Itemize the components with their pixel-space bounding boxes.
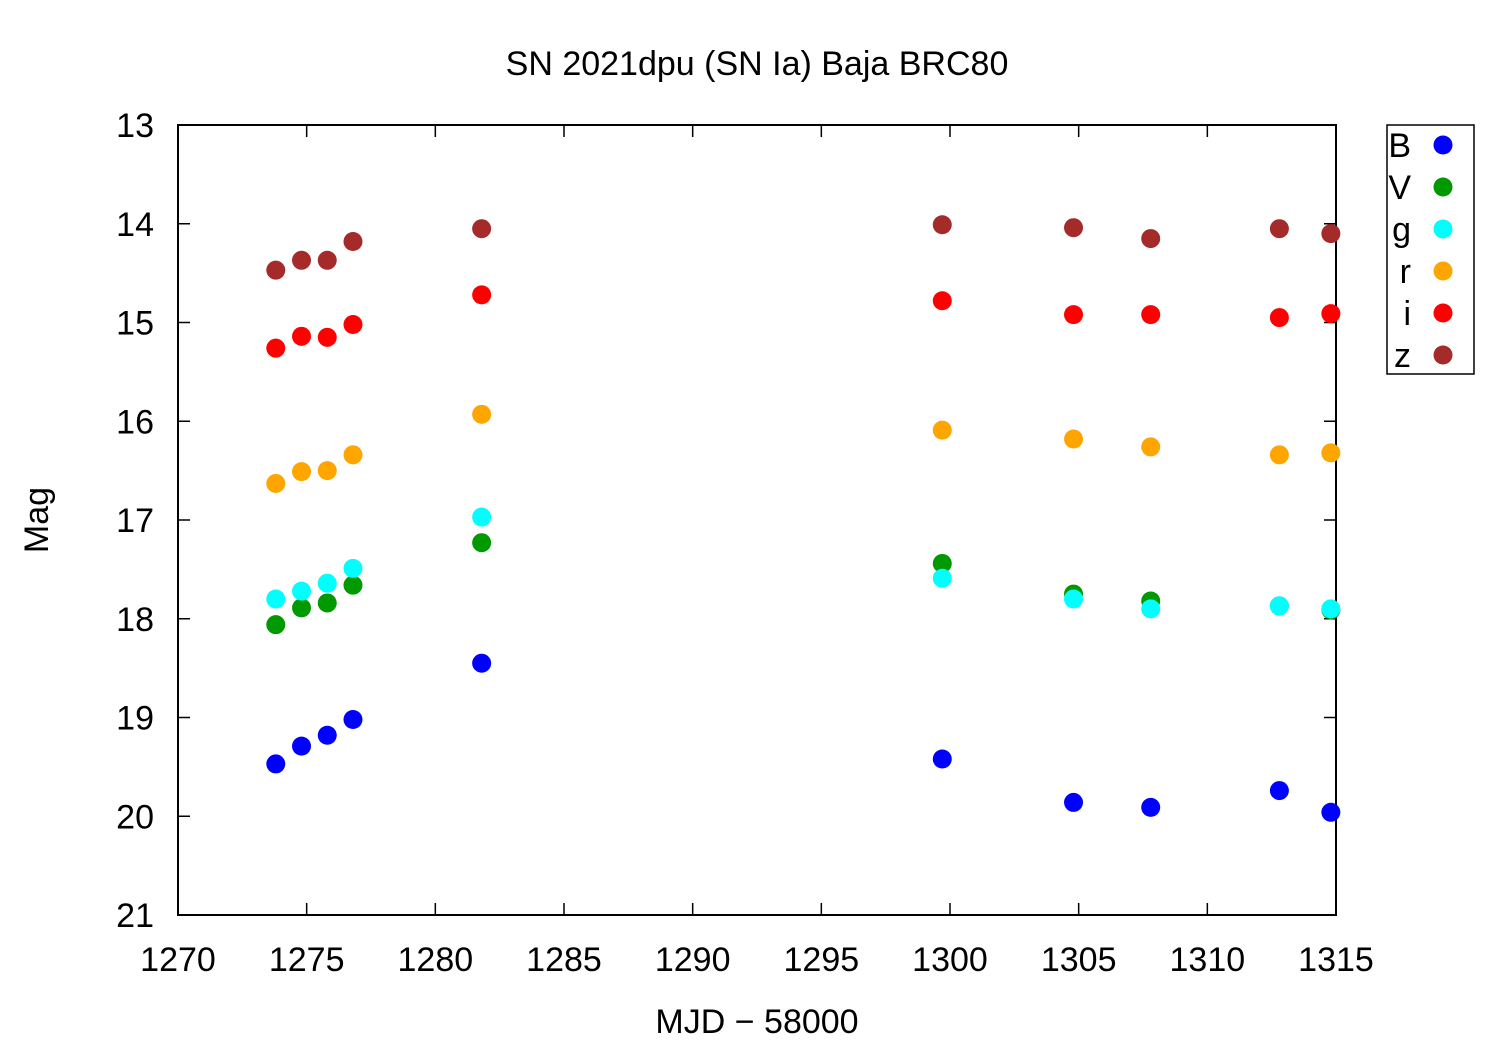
x-tick-label: 1315 (1298, 941, 1374, 979)
data-point-V (266, 615, 286, 635)
data-point-i (343, 314, 363, 334)
data-point-g (343, 558, 363, 578)
data-point-B (1064, 792, 1084, 812)
data-point-V (317, 593, 337, 613)
data-point-r (292, 462, 312, 482)
data-point-r (1141, 437, 1161, 457)
legend-label-V: V (1388, 169, 1411, 207)
data-point-g (472, 507, 492, 527)
data-point-g (1321, 599, 1341, 619)
data-point-V (472, 533, 492, 553)
data-point-B (317, 725, 337, 745)
data-point-g (1064, 589, 1084, 609)
legend-marker-g (1433, 219, 1453, 239)
data-point-z (1269, 219, 1289, 239)
data-point-g (317, 573, 337, 593)
data-points (266, 215, 1341, 822)
data-point-r (266, 473, 286, 493)
data-point-r (343, 445, 363, 465)
legend-marker-i (1433, 303, 1453, 323)
data-point-V (932, 553, 952, 573)
y-tick-label: 16 (116, 403, 154, 441)
data-point-V (292, 598, 312, 618)
data-point-V (343, 575, 363, 595)
y-tick-label: 14 (116, 206, 154, 244)
data-point-B (472, 653, 492, 673)
data-point-B (1141, 797, 1161, 817)
data-point-r (1064, 429, 1084, 449)
data-point-z (472, 219, 492, 239)
data-point-z (292, 250, 312, 270)
legend-marker-B (1433, 135, 1453, 155)
x-tick-label: 1285 (526, 941, 602, 979)
data-point-i (932, 291, 952, 311)
x-tick-label: 1300 (912, 941, 988, 979)
chart-title: SN 2021dpu (SN Ia) Baja BRC80 (506, 45, 1009, 83)
y-tick-label: 17 (116, 502, 154, 540)
y-tick-label: 18 (116, 601, 154, 639)
legend-label-z: z (1394, 337, 1411, 375)
data-point-i (1141, 305, 1161, 325)
data-point-i (1064, 305, 1084, 325)
data-point-B (1321, 802, 1341, 822)
legend-box (1386, 124, 1475, 375)
data-point-r (1321, 443, 1341, 463)
y-tick-label: 13 (116, 107, 154, 145)
y-tick-label: 19 (116, 700, 154, 738)
legend-marker-V (1433, 177, 1453, 197)
data-point-g (292, 581, 312, 601)
data-point-B (292, 736, 312, 756)
data-point-r (317, 461, 337, 481)
x-tick-label: 1295 (784, 941, 860, 979)
data-point-r (472, 404, 492, 424)
y-axis-label: Mag (18, 487, 56, 553)
data-point-i (266, 338, 286, 358)
data-point-g (932, 568, 952, 588)
data-point-B (266, 754, 286, 774)
data-point-B (932, 749, 952, 769)
data-point-r (1269, 445, 1289, 465)
x-tick-label: 1310 (1170, 941, 1246, 979)
y-tick-label: 15 (116, 305, 154, 343)
x-tick-label: 1275 (269, 941, 345, 979)
legend-label-r: r (1400, 253, 1411, 291)
data-point-i (317, 327, 337, 347)
legend-label-i: i (1403, 295, 1411, 333)
data-point-B (343, 709, 363, 729)
data-point-g (1269, 596, 1289, 616)
x-tick-label: 1270 (140, 941, 216, 979)
data-point-i (472, 285, 492, 305)
data-point-z (343, 232, 363, 252)
data-point-z (1321, 224, 1341, 244)
legend-label-B: B (1388, 127, 1411, 165)
x-tick-label: 1280 (398, 941, 474, 979)
data-point-i (1321, 304, 1341, 324)
axis-ticks: 1270 1275 1280 1285 1290 1295 1300 1305 1310 1315… (116, 107, 1374, 979)
x-tick-label: 1305 (1041, 941, 1117, 979)
data-point-i (292, 326, 312, 346)
data-point-z (266, 260, 286, 280)
y-tick-label: 20 (116, 798, 154, 836)
data-point-z (932, 215, 952, 235)
data-point-z (1141, 229, 1161, 249)
data-point-i (1269, 308, 1289, 328)
x-axis-label: MJD − 58000 (655, 1003, 858, 1041)
legend-marker-r (1433, 261, 1453, 281)
data-point-g (1141, 599, 1161, 619)
data-point-z (317, 250, 337, 270)
y-tick-label: 21 (116, 897, 154, 935)
data-point-g (266, 589, 286, 609)
data-point-B (1269, 781, 1289, 801)
data-point-z (1064, 218, 1084, 238)
legend-marker-z (1433, 345, 1453, 365)
legend-label-g: g (1392, 211, 1411, 249)
data-point-r (932, 420, 952, 440)
x-tick-label: 1290 (655, 941, 731, 979)
